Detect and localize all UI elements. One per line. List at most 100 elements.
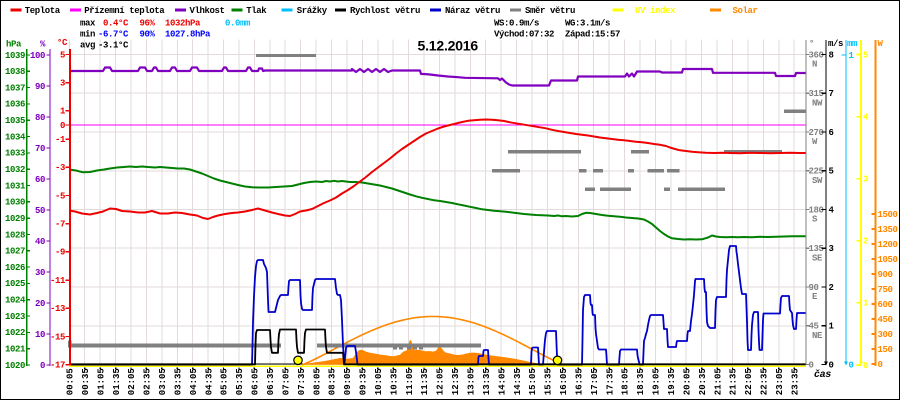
svg-text:09:35: 09:35 xyxy=(359,368,369,395)
svg-text:02:05: 02:05 xyxy=(127,368,137,395)
svg-text:0: 0 xyxy=(40,361,45,371)
svg-text:hPa: hPa xyxy=(6,40,22,50)
svg-text:max: max xyxy=(80,19,96,29)
svg-text:30: 30 xyxy=(35,268,45,278)
svg-text:2: 2 xyxy=(863,237,868,247)
svg-text:-11: -11 xyxy=(50,276,66,286)
svg-text:3: 3 xyxy=(60,79,65,89)
svg-text:1050: 1050 xyxy=(878,255,898,265)
svg-text:360: 360 xyxy=(809,50,824,60)
svg-text:1033: 1033 xyxy=(5,149,25,159)
svg-text:10:35: 10:35 xyxy=(389,368,399,395)
svg-text:2: 2 xyxy=(829,283,834,293)
svg-text:21:35: 21:35 xyxy=(729,368,739,395)
svg-text:1024: 1024 xyxy=(5,296,26,306)
svg-text:10: 10 xyxy=(35,330,45,340)
svg-text:23:05: 23:05 xyxy=(775,368,785,395)
svg-text:14:35: 14:35 xyxy=(513,368,523,395)
svg-text:03:05: 03:05 xyxy=(158,368,168,395)
svg-text:17:05: 17:05 xyxy=(590,368,600,395)
svg-text:00:35: 00:35 xyxy=(81,368,91,395)
svg-text:3: 3 xyxy=(863,175,868,185)
svg-text:17:35: 17:35 xyxy=(605,368,615,395)
svg-text:N: N xyxy=(812,60,817,70)
svg-text:-17: -17 xyxy=(50,361,65,371)
svg-text:1035: 1035 xyxy=(5,116,25,126)
svg-text:06:05: 06:05 xyxy=(251,368,261,395)
svg-text:70: 70 xyxy=(35,144,45,154)
svg-text:1038: 1038 xyxy=(5,67,25,77)
svg-text:1028: 1028 xyxy=(5,230,25,240)
svg-text:1034: 1034 xyxy=(5,132,26,142)
svg-text:315: 315 xyxy=(809,89,824,99)
svg-text:600: 600 xyxy=(878,300,893,310)
svg-text:Náraz větru: Náraz větru xyxy=(445,6,500,16)
svg-text:15:05: 15:05 xyxy=(528,368,538,395)
svg-text:22:35: 22:35 xyxy=(760,368,770,395)
svg-text:05:05: 05:05 xyxy=(220,368,230,395)
svg-text:60: 60 xyxy=(35,175,45,185)
svg-text:1022: 1022 xyxy=(5,328,25,338)
svg-text:mm: mm xyxy=(847,39,858,49)
svg-text:SE: SE xyxy=(812,253,823,263)
svg-text:5.12.2016: 5.12.2016 xyxy=(418,38,479,54)
svg-text:SW: SW xyxy=(812,176,823,186)
svg-text:Přízemní teplota: Přízemní teplota xyxy=(84,6,165,16)
svg-text:-3.1°C: -3.1°C xyxy=(98,41,129,51)
svg-text:04:05: 04:05 xyxy=(189,368,199,395)
svg-text:10:05: 10:05 xyxy=(374,368,384,395)
svg-text:09:05: 09:05 xyxy=(343,368,353,395)
svg-text:-6.7°C: -6.7°C xyxy=(98,30,129,40)
svg-text:03:35: 03:35 xyxy=(173,368,183,395)
svg-text:19:05: 19:05 xyxy=(652,368,662,395)
svg-text:m/s: m/s xyxy=(828,39,843,49)
svg-text:01:05: 01:05 xyxy=(96,368,106,395)
svg-text:11:35: 11:35 xyxy=(420,368,430,395)
svg-text:5: 5 xyxy=(60,50,65,60)
svg-text:12:05: 12:05 xyxy=(436,368,446,395)
svg-text:E: E xyxy=(812,292,818,302)
svg-text:90: 90 xyxy=(35,82,45,92)
svg-text:225: 225 xyxy=(809,167,824,177)
svg-text:Solar: Solar xyxy=(733,6,758,16)
svg-text:Tlak: Tlak xyxy=(246,6,267,16)
svg-text:180: 180 xyxy=(809,205,824,215)
svg-text:18:35: 18:35 xyxy=(636,368,646,395)
svg-text:1027: 1027 xyxy=(5,247,25,257)
svg-text:1: 1 xyxy=(849,51,855,61)
svg-text:WS:0.9m/s: WS:0.9m/s xyxy=(494,19,539,29)
svg-text:750: 750 xyxy=(878,285,893,295)
svg-text:00:05: 00:05 xyxy=(66,368,76,395)
svg-text:WG:3.1m/s: WG:3.1m/s xyxy=(565,19,610,29)
svg-text:-3: -3 xyxy=(55,163,65,173)
svg-text:450: 450 xyxy=(878,315,893,325)
svg-text:0: 0 xyxy=(829,360,834,370)
svg-text:1023: 1023 xyxy=(5,312,25,322)
svg-text:-9: -9 xyxy=(55,248,65,258)
svg-text:1036: 1036 xyxy=(5,100,25,110)
svg-text:4: 4 xyxy=(829,205,835,215)
svg-text:11:05: 11:05 xyxy=(405,368,415,395)
svg-text:Vlhkost: Vlhkost xyxy=(190,6,225,16)
svg-text:-15: -15 xyxy=(50,332,65,342)
svg-text:22:05: 22:05 xyxy=(744,368,754,395)
svg-text:UV index: UV index xyxy=(635,6,676,16)
svg-text:20:35: 20:35 xyxy=(698,368,708,395)
svg-text:NE: NE xyxy=(812,331,823,341)
svg-text:15:35: 15:35 xyxy=(544,368,554,395)
svg-text:°: ° xyxy=(809,39,814,49)
svg-text:20:05: 20:05 xyxy=(682,368,692,395)
svg-text:96%: 96% xyxy=(140,19,156,29)
svg-text:-7: -7 xyxy=(55,220,65,230)
svg-text:8: 8 xyxy=(829,50,834,60)
svg-text:0: 0 xyxy=(809,360,814,370)
svg-text:1037: 1037 xyxy=(5,83,25,93)
svg-text:W: W xyxy=(878,39,884,49)
svg-text:18:05: 18:05 xyxy=(621,368,631,395)
svg-text:NW: NW xyxy=(812,98,823,108)
svg-text:1: 1 xyxy=(829,322,835,332)
svg-text:1: 1 xyxy=(863,299,869,309)
svg-text:16:05: 16:05 xyxy=(559,368,569,395)
svg-text:-13: -13 xyxy=(50,304,65,314)
svg-text:1032hPa: 1032hPa xyxy=(165,19,201,29)
